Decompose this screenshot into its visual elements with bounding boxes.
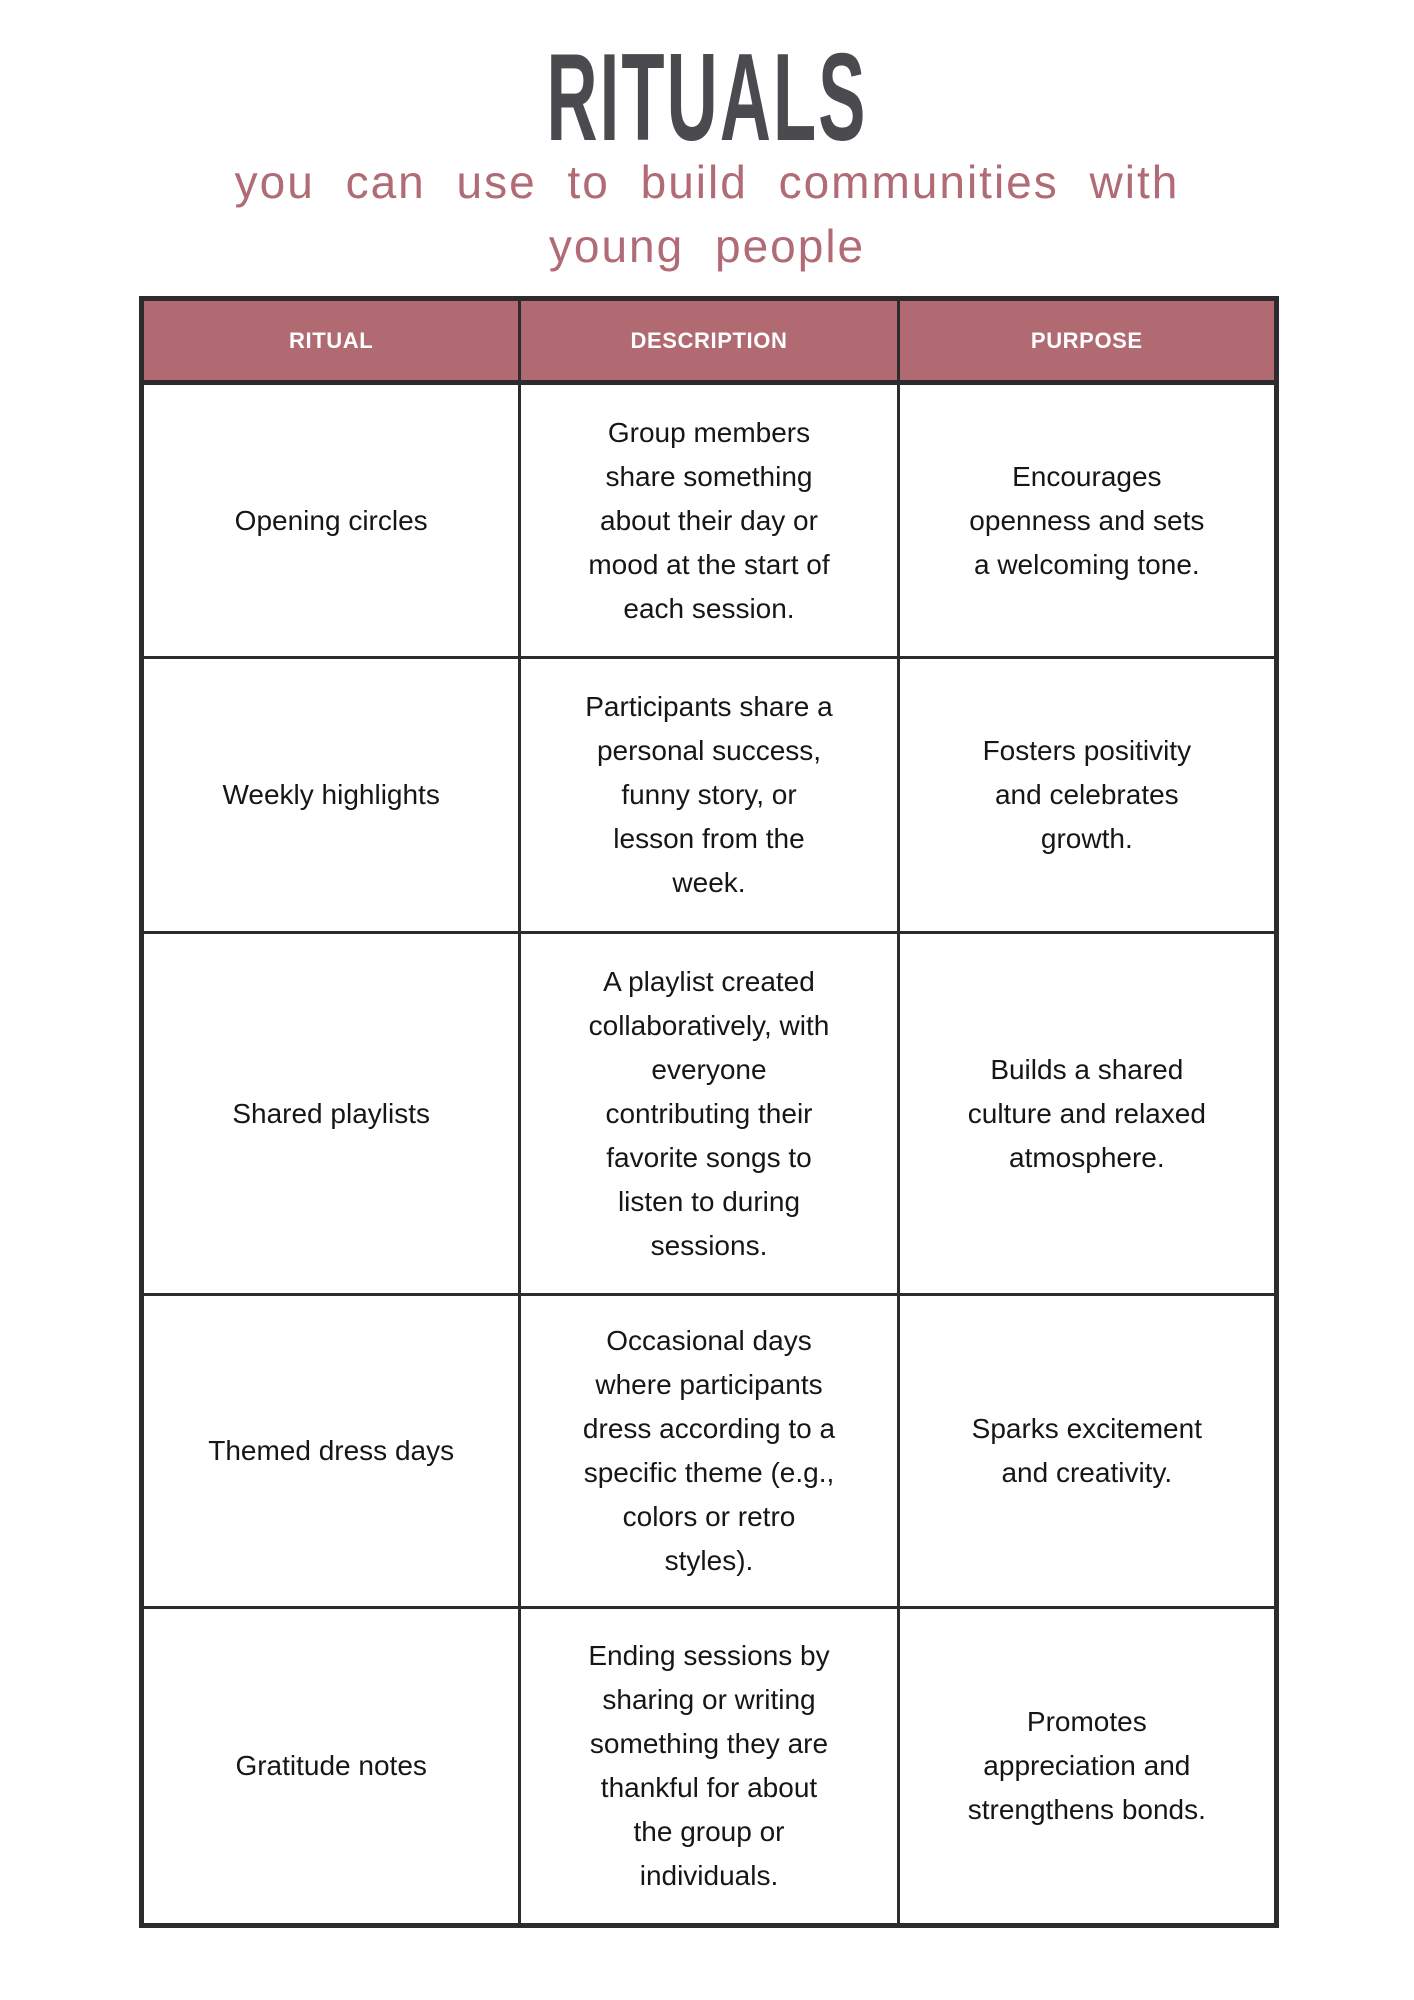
rituals-table-container: RITUAL DESCRIPTION PURPOSE Opening circl…: [139, 296, 1279, 1928]
purpose-cell: Encourages openness and sets a welcoming…: [896, 381, 1279, 659]
subtitle-line-1: you can use to build communities with: [234, 156, 1180, 208]
page-subtitle: you can use to build communities with yo…: [0, 150, 1414, 278]
column-header-ritual: RITUAL: [139, 297, 522, 385]
rituals-table: RITUAL DESCRIPTION PURPOSE Opening circl…: [139, 296, 1279, 1928]
column-header-description: DESCRIPTION: [518, 297, 900, 385]
table-row: Themed dress days Occasional days where …: [139, 1293, 1279, 1609]
table-header-row: RITUAL DESCRIPTION PURPOSE: [139, 297, 1279, 385]
table-row: Gratitude notes Ending sessions by shari…: [139, 1606, 1279, 1927]
purpose-cell: Builds a shared culture and relaxed atmo…: [896, 931, 1279, 1296]
ritual-cell: Weekly highlights: [139, 656, 522, 934]
page-title: RITUALS: [546, 29, 868, 167]
description-cell: A playlist created collaboratively, with…: [518, 931, 900, 1296]
subtitle-line-2: young people: [548, 220, 866, 272]
description-cell: Occasional days where participants dress…: [518, 1293, 900, 1609]
purpose-cell: Promotes appreciation and strengthens bo…: [896, 1606, 1279, 1927]
purpose-cell: Sparks excitement and creativity.: [896, 1293, 1279, 1609]
ritual-cell: Themed dress days: [139, 1293, 522, 1609]
ritual-cell: Gratitude notes: [139, 1606, 522, 1927]
description-cell: Participants share a personal success, f…: [518, 656, 900, 934]
purpose-cell: Fosters positivity and celebrates growth…: [896, 656, 1279, 934]
description-cell: Ending sessions by sharing or writing so…: [518, 1606, 900, 1927]
ritual-cell: Shared playlists: [139, 931, 522, 1296]
description-cell: Group members share something about thei…: [518, 381, 900, 659]
table-row: Shared playlists A playlist created coll…: [139, 931, 1279, 1296]
table-row: Opening circles Group members share some…: [139, 381, 1279, 659]
ritual-cell: Opening circles: [139, 381, 522, 659]
table-row: Weekly highlights Participants share a p…: [139, 656, 1279, 934]
column-header-purpose: PURPOSE: [896, 297, 1279, 385]
